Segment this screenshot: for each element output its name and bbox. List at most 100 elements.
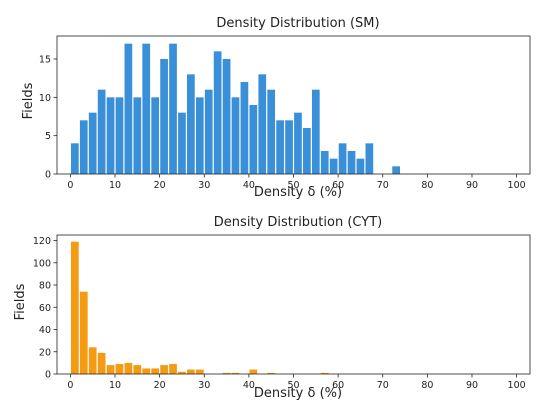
x-tick-label: 10: [109, 180, 121, 191]
bar: [151, 97, 160, 174]
bar: [187, 74, 195, 174]
bar: [231, 372, 240, 374]
y-tick-label: 0: [45, 370, 51, 381]
bar: [249, 369, 258, 374]
bar: [178, 371, 186, 374]
chart-cyt: Density Distribution (CYT) Density δ (%)…: [13, 215, 531, 401]
y-tick-label: 40: [39, 325, 51, 336]
chart-title: Density Distribution (SM): [216, 16, 379, 31]
x-tick-label: 90: [466, 380, 478, 391]
x-tick-label: 50: [287, 180, 299, 191]
bar: [97, 352, 106, 374]
bars: [70, 241, 329, 374]
y-tick-label: 60: [39, 303, 51, 314]
chart-title: Density Distribution (CYT): [214, 215, 382, 230]
x-axis-ticks: 0 10 20 30 40 50 60 70 80 90 100: [67, 174, 526, 191]
bar: [231, 97, 240, 174]
bar: [213, 51, 222, 175]
bar: [267, 372, 276, 374]
bar: [160, 365, 168, 374]
bar: [124, 362, 133, 374]
bar: [347, 151, 356, 174]
bar: [178, 112, 186, 174]
y-tick-label: 5: [45, 131, 51, 142]
bar: [169, 43, 177, 174]
bar: [70, 241, 79, 374]
x-tick-label: 20: [154, 380, 166, 391]
bar: [320, 151, 329, 174]
y-axis-ticks: 0 20 40 60 80 100 120: [33, 236, 57, 381]
bar: [151, 368, 160, 374]
bar: [115, 363, 124, 374]
bar: [133, 365, 142, 374]
bar: [240, 82, 249, 174]
y-tick-label: 15: [39, 55, 51, 66]
bar: [142, 43, 151, 174]
bar: [249, 105, 258, 174]
y-tick-label: 80: [39, 281, 51, 292]
plot-frame: [56, 234, 531, 375]
bar: [311, 89, 320, 174]
bar: [124, 43, 133, 174]
y-tick-label: 120: [33, 236, 51, 247]
bar: [204, 89, 213, 174]
x-tick-label: 100: [508, 180, 526, 191]
y-axis-label: Fields: [13, 283, 28, 320]
x-tick-label: 70: [377, 380, 389, 391]
bar: [222, 59, 231, 174]
x-tick-label: 100: [508, 380, 526, 391]
bar: [70, 143, 79, 174]
bar: [160, 59, 168, 174]
bar: [88, 347, 97, 374]
x-axis-label: Density δ (%): [254, 386, 342, 401]
y-axis-label: Fields: [21, 82, 36, 119]
bar: [169, 363, 177, 374]
x-tick-label: 20: [154, 180, 166, 191]
x-tick-label: 30: [198, 180, 210, 191]
x-axis-ticks: 0 10 20 30 40 50 60 70 80 90 100: [67, 374, 526, 391]
x-tick-label: 60: [332, 180, 344, 191]
x-tick-label: 30: [198, 380, 210, 391]
y-axis-ticks: 0 5 10 15: [39, 55, 57, 181]
bar: [365, 143, 374, 174]
bar: [97, 89, 106, 174]
bar: [258, 74, 267, 174]
plot-frame: [56, 35, 531, 175]
bar: [133, 97, 142, 174]
x-tick-label: 70: [377, 180, 389, 191]
bar: [79, 291, 88, 374]
x-tick-label: 50: [287, 380, 299, 391]
y-tick-label: 20: [39, 347, 51, 358]
x-tick-label: 0: [67, 380, 73, 391]
bar: [115, 97, 124, 174]
bar: [267, 89, 276, 174]
x-tick-label: 40: [243, 180, 255, 191]
x-tick-label: 10: [109, 380, 121, 391]
x-tick-label: 60: [332, 380, 344, 391]
x-tick-label: 40: [243, 380, 255, 391]
bar: [79, 120, 88, 174]
x-tick-label: 0: [67, 180, 73, 191]
y-tick-label: 10: [39, 93, 51, 104]
x-axis-label: Density δ (%): [254, 185, 342, 200]
x-tick-label: 80: [421, 180, 433, 191]
bar: [195, 97, 204, 174]
bar: [285, 120, 293, 174]
bar: [303, 128, 311, 174]
y-tick-label: 100: [33, 258, 51, 269]
bar: [195, 369, 204, 374]
bar: [392, 166, 400, 174]
bars: [70, 43, 400, 175]
bar: [106, 97, 115, 174]
bar: [294, 112, 302, 174]
bar: [187, 369, 195, 374]
bar: [329, 158, 338, 174]
bar: [320, 372, 329, 374]
x-tick-label: 90: [466, 180, 478, 191]
bar: [88, 112, 97, 174]
bar: [338, 143, 347, 174]
bar: [356, 158, 365, 174]
chart-sm: Density Distribution (SM) Density δ (%) …: [21, 16, 531, 200]
bar: [106, 365, 115, 374]
